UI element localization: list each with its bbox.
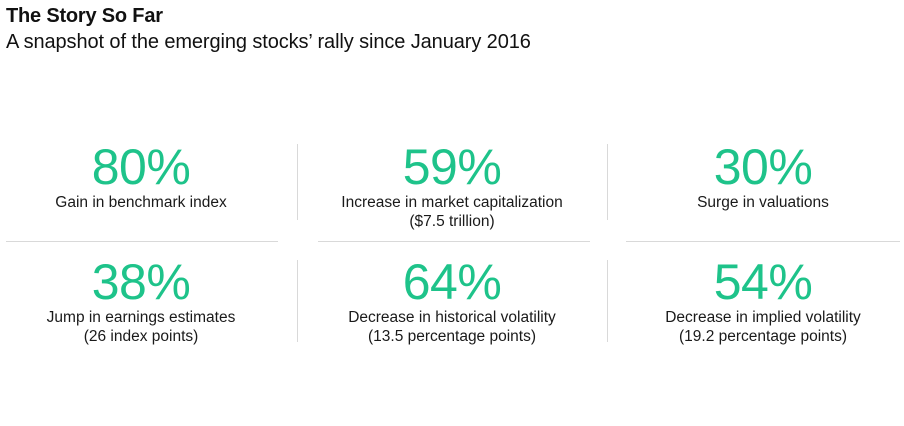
divider-vertical <box>297 260 298 342</box>
divider-vertical <box>607 260 608 342</box>
divider-horizontal <box>6 241 278 242</box>
stat-label: Increase in market capitalization <box>341 194 563 211</box>
stat-value: 38% <box>91 254 191 310</box>
stat-card-valuations: 30% Surge in valuations <box>613 142 904 212</box>
stat-card-benchmark-gain: 80% Gain in benchmark index <box>0 142 291 212</box>
divider-horizontal <box>318 241 590 242</box>
stat-card-implied-volatility: 54% Decrease in implied volatility (19.2… <box>613 257 904 346</box>
page-title: The Story So Far <box>6 5 163 27</box>
stat-sublabel: ($7.5 trillion) <box>409 213 495 230</box>
stat-card-historical-volatility: 64% Decrease in historical volatility (1… <box>302 257 602 346</box>
stat-value: 54% <box>713 254 813 310</box>
divider-vertical <box>607 144 608 220</box>
stat-sublabel: (13.5 percentage points) <box>367 328 537 345</box>
stat-sublabel: (19.2 percentage points) <box>678 328 848 345</box>
stat-value: 80% <box>91 139 191 195</box>
stat-value: 59% <box>402 139 502 195</box>
stat-label: Decrease in historical volatility <box>348 309 556 326</box>
stat-sublabel: (26 index points) <box>83 328 199 345</box>
stat-value: 30% <box>713 139 813 195</box>
stat-label: Surge in valuations <box>697 194 829 211</box>
stat-label: Jump in earnings estimates <box>46 309 236 326</box>
stat-card-market-cap: 59% Increase in market capitalization ($… <box>302 142 602 231</box>
page-subtitle: A snapshot of the emerging stocks’ rally… <box>6 31 531 53</box>
stat-label: Gain in benchmark index <box>55 194 227 211</box>
stat-value: 64% <box>402 254 502 310</box>
divider-vertical <box>297 144 298 220</box>
divider-horizontal <box>626 241 900 242</box>
stat-label: Decrease in implied volatility <box>665 309 861 326</box>
stat-card-earnings-estimates: 38% Jump in earnings estimates (26 index… <box>0 257 291 346</box>
